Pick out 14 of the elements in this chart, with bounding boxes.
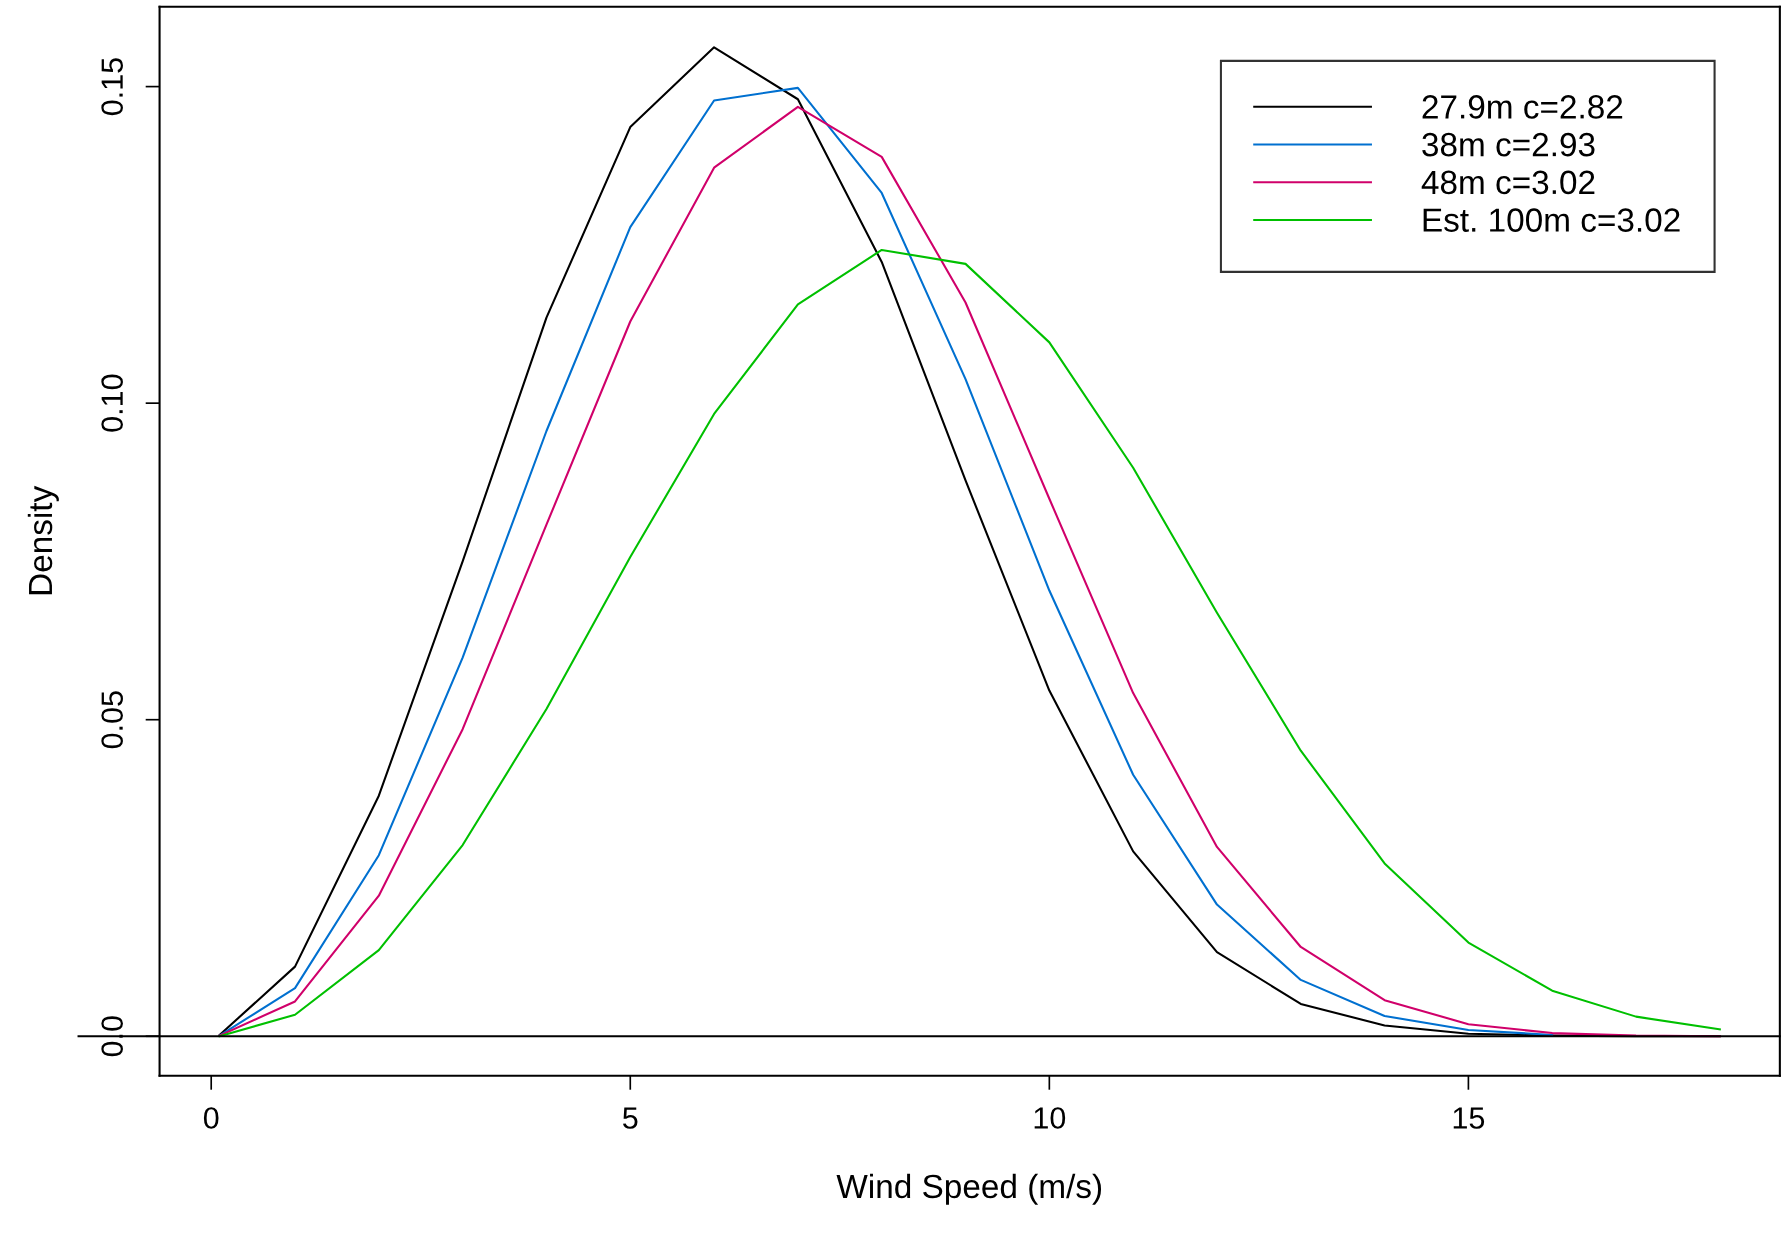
y-tick-label: 0.15 — [101, 58, 123, 116]
y-tick-label: 0.05 — [101, 691, 123, 749]
y-tick-label: 0.0 — [101, 1016, 123, 1057]
x-tick-label: 15 — [1453, 1107, 1485, 1129]
legend-label: 38m c=2.93 — [1422, 132, 1595, 157]
legend-label: 48m c=3.02 — [1421, 170, 1595, 195]
legend-label: 27.9m c=2.82 — [1422, 95, 1623, 119]
legend-label: Est. 100m c=3.02 — [1423, 208, 1680, 232]
x-axis-title: Wind Speed (m/s) — [836, 1173, 1102, 1205]
y-tick-label: 0.10 — [101, 374, 123, 432]
x-tick-label: 10 — [1034, 1107, 1066, 1129]
y-axis-title: Density — [27, 485, 59, 595]
x-tick-label: 0 — [203, 1107, 219, 1129]
x-tick-label: 5 — [623, 1107, 638, 1129]
